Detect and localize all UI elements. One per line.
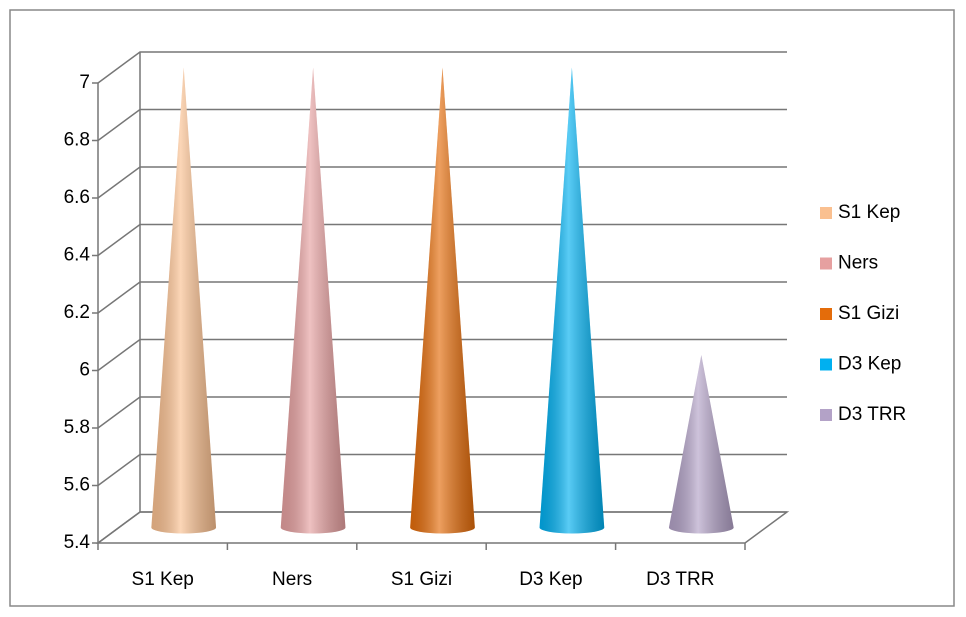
- cone-shade: [151, 67, 217, 534]
- grid-line: [97, 51, 787, 84]
- x-axis-ticks: [97, 543, 746, 550]
- x-tick-label: D3 TRR: [646, 569, 714, 590]
- cone-shade: [410, 67, 475, 534]
- chart-border: [9, 9, 955, 607]
- legend-swatch: [820, 409, 832, 421]
- y-tick-label: 6.8: [64, 130, 90, 151]
- legend-swatch: [820, 257, 832, 270]
- cone-shade: [539, 67, 605, 534]
- legend-label: Ners: [838, 253, 878, 274]
- y-tick-label: 6.4: [64, 245, 91, 266]
- y-tick-label: 7: [79, 72, 90, 93]
- cone-shade: [280, 67, 346, 534]
- legend-label: D3 TRR: [838, 404, 906, 425]
- legend-label: D3 Kep: [838, 354, 901, 375]
- x-tick-label: Ners: [272, 569, 312, 590]
- legend-swatch: [820, 207, 832, 219]
- y-tick-label: 5.6: [64, 475, 90, 496]
- y-tick-label: 6: [79, 360, 90, 381]
- y-tick-label: 6.2: [64, 302, 90, 323]
- y-tick-label: 5.4: [64, 532, 91, 553]
- legend-label: S1 Kep: [838, 202, 900, 223]
- x-tick-label: S1 Kep: [132, 569, 194, 590]
- cone-shade: [668, 355, 734, 534]
- x-tick-label: D3 Kep: [519, 569, 582, 590]
- y-tick-label: 6.6: [64, 187, 90, 208]
- legend-swatch: [820, 308, 832, 320]
- y-tick-label: 5.8: [64, 417, 90, 438]
- x-tick-label: S1 Gizi: [391, 569, 452, 590]
- legend-label: S1 Gizi: [838, 303, 899, 324]
- legend-swatch: [820, 358, 832, 371]
